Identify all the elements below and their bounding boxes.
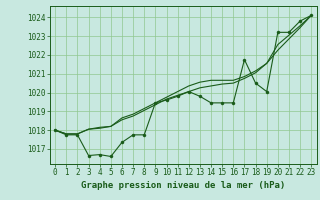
X-axis label: Graphe pression niveau de la mer (hPa): Graphe pression niveau de la mer (hPa)	[81, 181, 285, 190]
